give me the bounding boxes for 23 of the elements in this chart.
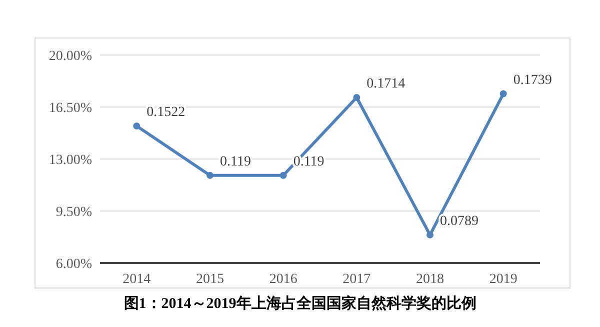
x-tick-label: 2016 — [269, 272, 298, 287]
point — [353, 94, 360, 101]
point — [426, 231, 434, 238]
point — [206, 172, 214, 179]
y-tick-label: 13.00% — [48, 153, 92, 168]
x-tick-label: 2019 — [489, 272, 518, 287]
y-tick-label: 6.00% — [56, 257, 92, 272]
data-label: 0.1739 — [513, 72, 552, 88]
x-tick-label: 2014 — [122, 272, 151, 287]
data-label: 0.1522 — [146, 105, 186, 120]
data-label: 0.119 — [220, 154, 251, 170]
y-tick-label: 9.50% — [56, 205, 92, 220]
data-label: 0.1714 — [366, 76, 406, 92]
point — [133, 122, 140, 130]
y-tick-label: 16.50% — [48, 101, 92, 116]
y-tick-label: 20.00% — [48, 49, 92, 64]
x-tick-label: 2018 — [416, 272, 444, 287]
point — [280, 172, 287, 179]
point — [500, 90, 507, 98]
x-tick-label: 2015 — [196, 272, 224, 287]
x-tick-label: 2017 — [342, 272, 371, 287]
data-label: 0.0789 — [440, 214, 478, 229]
text: 图1：2014～2019年上海占全国国家自然科学奖的比例 — [124, 294, 476, 312]
